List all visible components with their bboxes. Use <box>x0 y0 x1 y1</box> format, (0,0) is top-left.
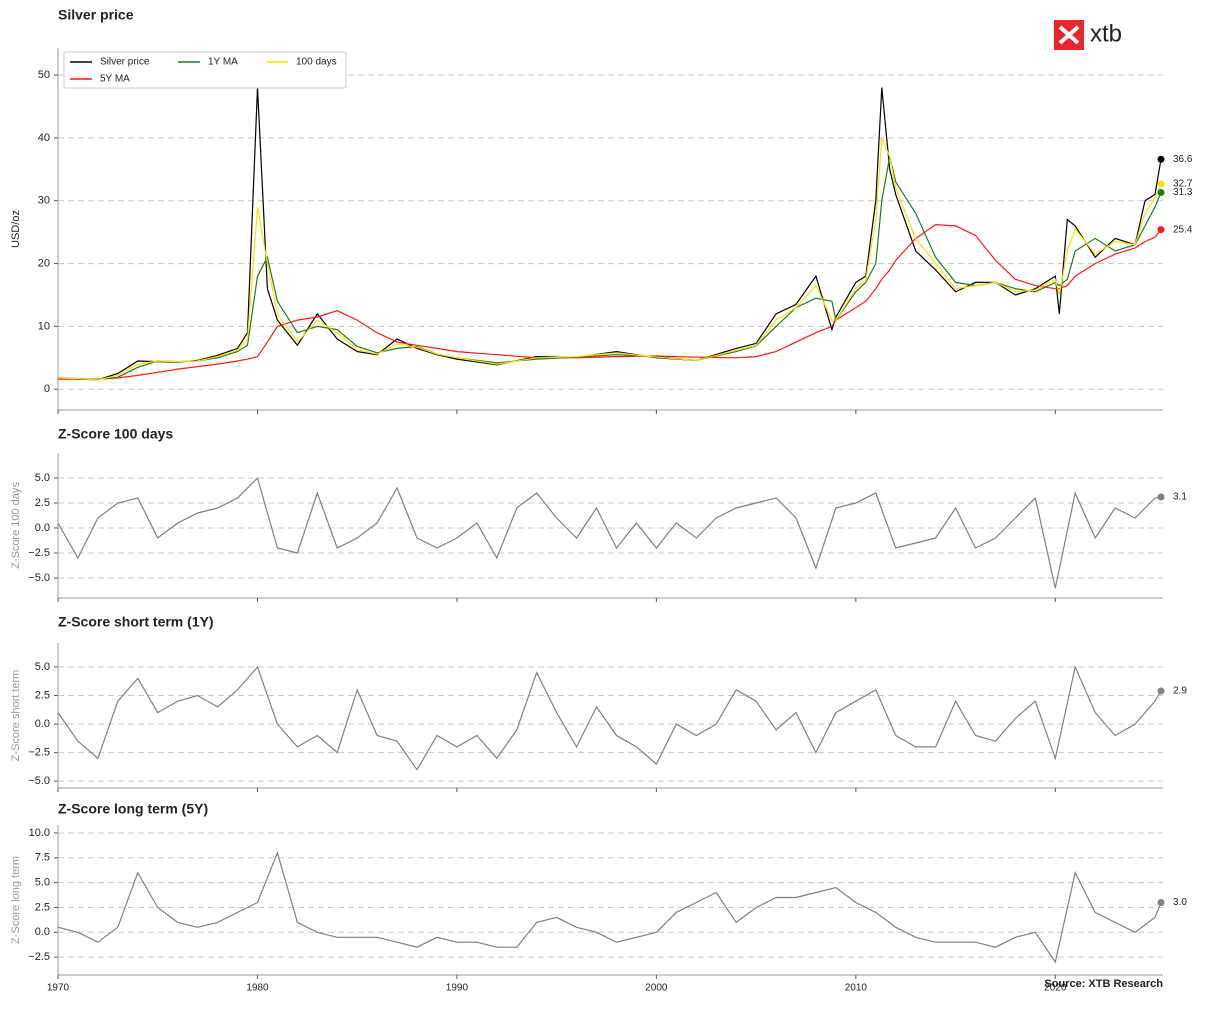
y-tick-label: 5.0 <box>35 877 50 889</box>
x-tick-label: 1970 <box>47 983 70 994</box>
end-label: 25.4 <box>1173 224 1193 235</box>
y-tick-label: −5.0 <box>28 775 50 787</box>
panel-title: Z-Score 100 days <box>58 426 173 442</box>
series-line <box>57 850 1162 964</box>
source: Source: XTB Research <box>1044 978 1163 990</box>
end-marker <box>1157 180 1165 188</box>
series-line <box>57 137 1162 381</box>
y-tick-label: 20 <box>38 257 50 269</box>
y-axis-label: Z-Score long term <box>10 856 22 944</box>
end-marker <box>1157 226 1165 234</box>
legend-label: 5Y MA <box>100 74 130 85</box>
y-axis-label: USD/oz <box>10 210 22 248</box>
y-tick-label: −2.5 <box>28 951 50 963</box>
end-marker <box>1157 898 1165 906</box>
end-label: 31.3 <box>1173 187 1193 198</box>
y-tick-label: 40 <box>38 132 50 144</box>
end-label: 32.7 <box>1173 178 1193 189</box>
panel-title: Silver price <box>58 7 134 23</box>
logo-cross <box>1058 25 1080 45</box>
end-marker <box>1157 493 1165 501</box>
series-line <box>57 476 1162 589</box>
y-tick-label: 2.5 <box>35 497 50 509</box>
y-tick-label: 2.5 <box>35 901 50 913</box>
legend-label: 1Y MA <box>208 57 238 68</box>
logo-text: xtb <box>1090 20 1122 47</box>
panel-title: Z-Score short term (1Y) <box>58 614 214 630</box>
legend-label: Silver price <box>100 57 150 68</box>
series-line <box>57 156 1162 380</box>
y-tick-label: −5.0 <box>28 572 50 584</box>
x-tick-label: 2020 <box>1044 983 1067 994</box>
legend-label: 100 days <box>296 57 337 68</box>
y-tick-label: 0.0 <box>35 718 50 730</box>
y-axis-label: Z-Score 100 days <box>10 482 22 569</box>
y-tick-label: −2.5 <box>28 547 50 559</box>
x-tick-label: 1980 <box>246 983 269 994</box>
y-tick-label: 30 <box>38 195 50 207</box>
series-line <box>57 87 1162 381</box>
end-marker <box>1157 687 1165 695</box>
y-tick-label: 10.0 <box>29 827 50 839</box>
end-label: 2.9 <box>1173 686 1187 697</box>
y-tick-label: 5.0 <box>35 472 50 484</box>
y-tick-label: 0 <box>44 383 50 395</box>
panel-title: Z-Score long term (5Y) <box>58 801 208 817</box>
x-tick-label: 2010 <box>845 983 868 994</box>
y-tick-label: 0.0 <box>35 926 50 938</box>
y-tick-label: 10 <box>38 320 50 332</box>
y-tick-label: 7.5 <box>35 852 50 864</box>
end-label: 3.1 <box>1173 492 1187 503</box>
y-tick-label: 50 <box>38 69 50 81</box>
end-marker <box>1157 155 1165 163</box>
end-marker <box>1157 189 1165 197</box>
y-tick-label: 2.5 <box>35 689 50 701</box>
y-tick-label: 5.0 <box>35 661 50 673</box>
end-label: 36.6 <box>1173 154 1193 165</box>
y-tick-label: 0.0 <box>35 522 50 534</box>
y-tick-label: −2.5 <box>28 747 50 759</box>
y-axis-label: Z-Score short term <box>10 670 22 762</box>
x-tick-label: 2000 <box>645 983 668 994</box>
end-label: 3.0 <box>1173 897 1187 908</box>
x-tick-label: 1990 <box>446 983 469 994</box>
series-line <box>57 665 1162 771</box>
legend-box <box>63 51 347 89</box>
